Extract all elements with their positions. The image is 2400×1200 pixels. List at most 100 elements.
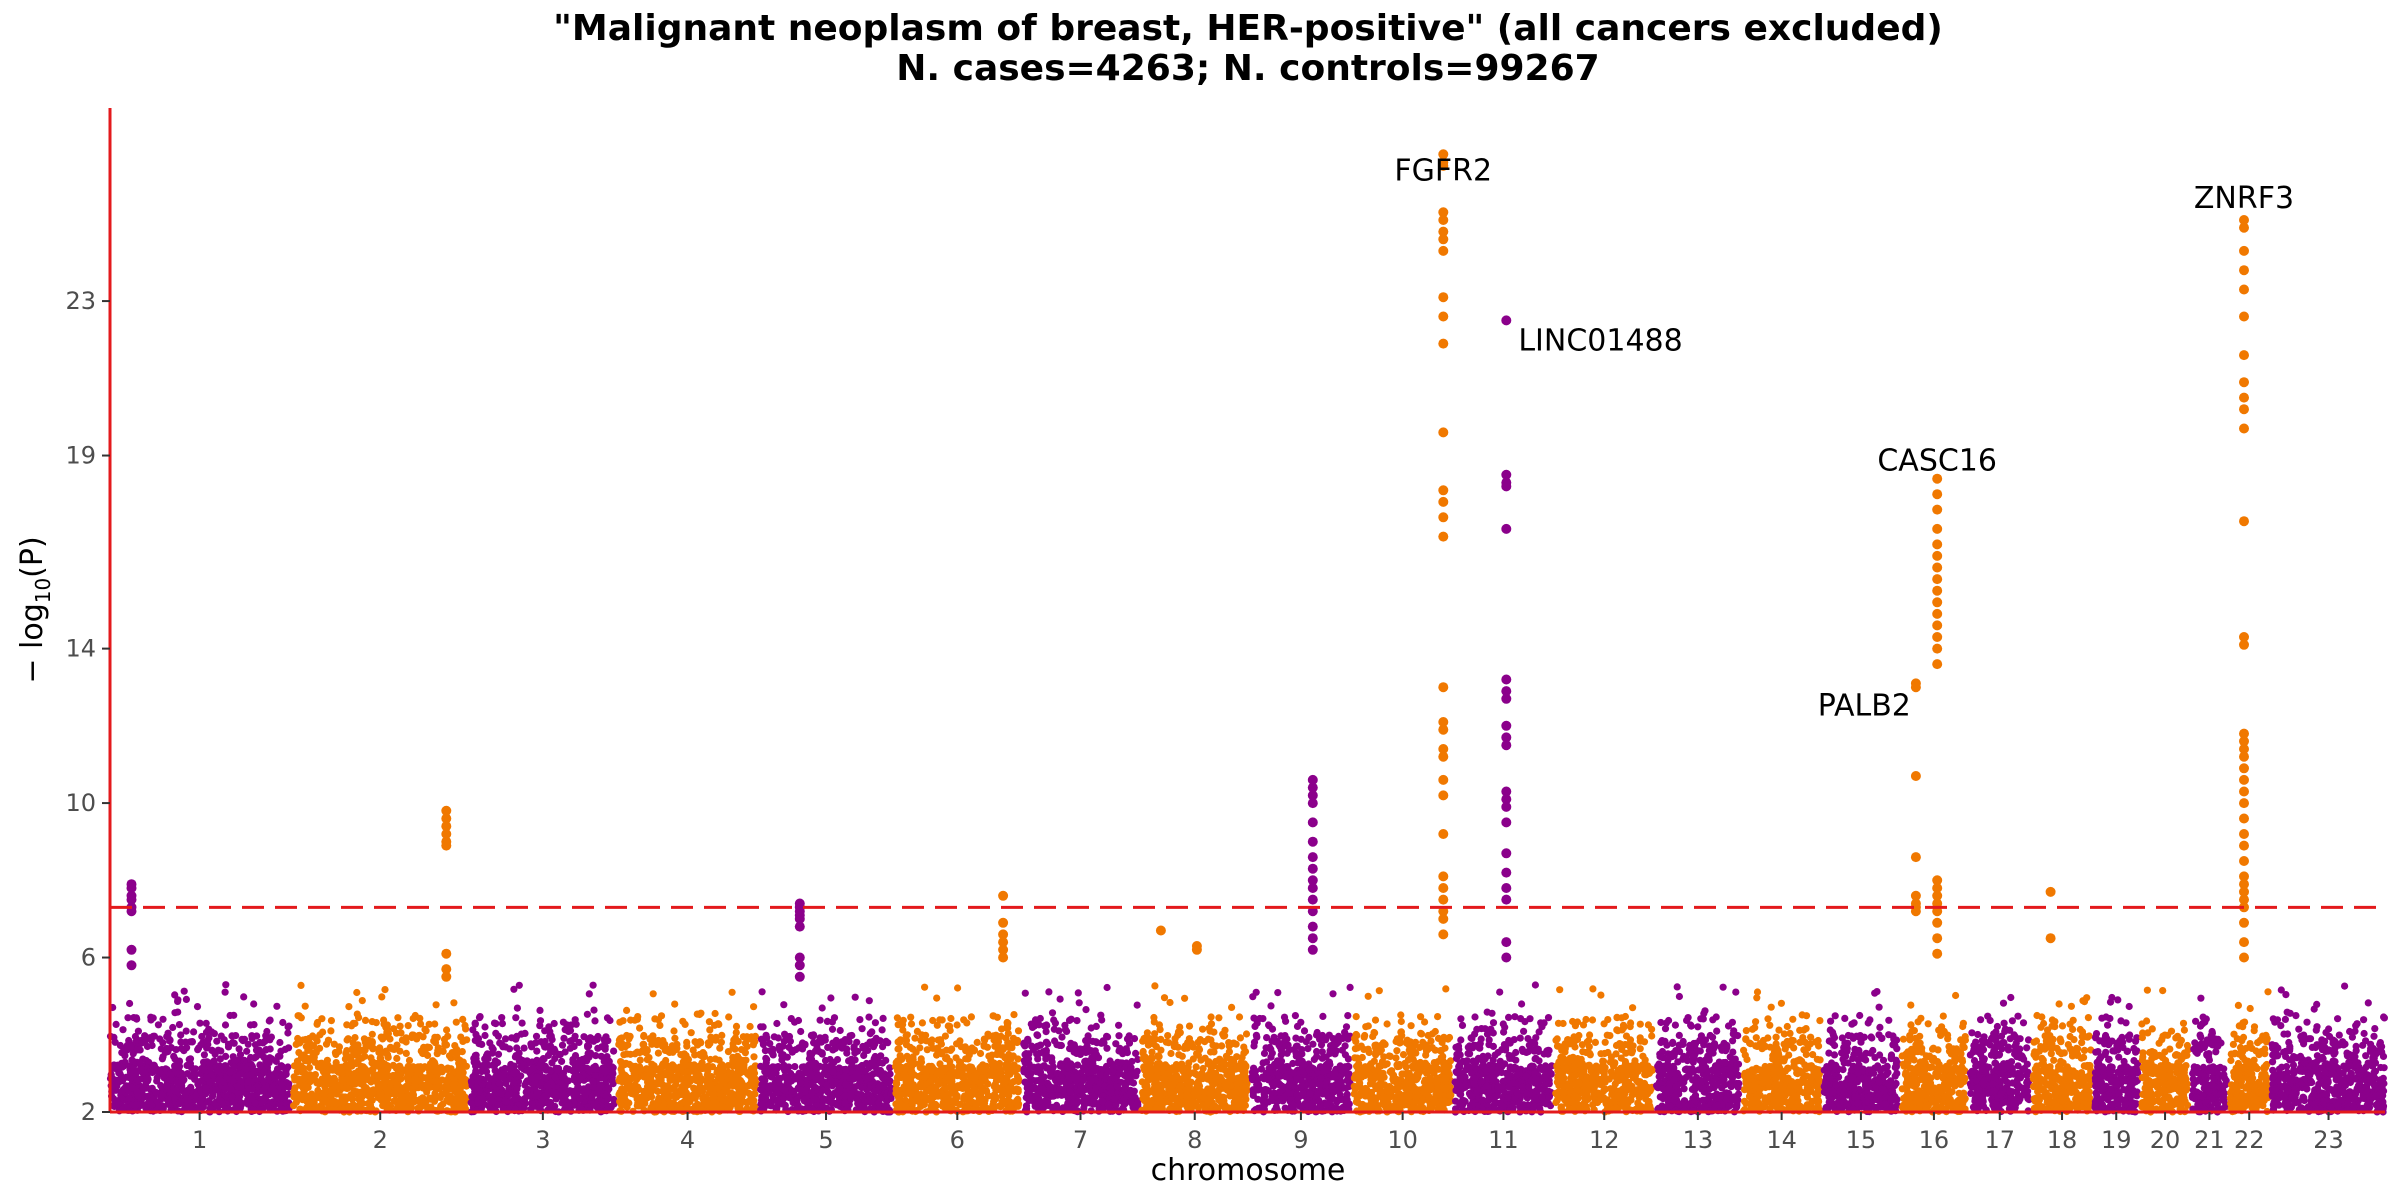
snp-point <box>770 1033 778 1041</box>
snp-point <box>206 1104 214 1112</box>
snp-point <box>297 981 305 990</box>
snp-point <box>934 1092 942 1100</box>
snp-point <box>751 1090 759 1098</box>
snp-point <box>143 1074 151 1082</box>
snp-point <box>990 1098 998 1106</box>
snp-point <box>174 996 182 1004</box>
snp-point <box>878 1026 886 1034</box>
snp-point <box>292 1098 300 1106</box>
snp-point <box>110 1033 118 1041</box>
snp-point <box>430 1037 438 1045</box>
snp-point <box>219 1078 227 1086</box>
snp-point <box>216 1097 224 1105</box>
snp-point <box>394 1063 402 1071</box>
snp-point <box>1106 1057 1114 1065</box>
snp-point <box>606 1016 614 1025</box>
snp-point <box>632 1076 641 1084</box>
snp-point <box>884 1039 892 1047</box>
snp-point <box>802 1068 811 1076</box>
snp-point <box>693 1063 701 1071</box>
snp-point <box>332 1059 340 1067</box>
snp-point <box>243 1047 251 1055</box>
snp-point <box>408 1065 416 1073</box>
snp-point <box>495 1079 503 1087</box>
snp-point <box>296 1039 304 1047</box>
snp-point <box>396 1047 404 1055</box>
snp-point <box>797 1027 805 1036</box>
snp-point <box>422 1027 430 1035</box>
snp-point <box>488 1097 496 1105</box>
snp-point <box>476 1013 484 1021</box>
snp-point <box>324 1036 333 1044</box>
snp-point <box>425 1065 433 1073</box>
snp-point <box>829 1039 837 1047</box>
snp-point <box>255 1046 263 1054</box>
snp-point <box>615 1090 623 1099</box>
snp-point <box>116 1069 124 1077</box>
snp-point <box>778 1051 786 1059</box>
snp-point <box>213 1037 221 1045</box>
snp-point <box>773 1089 781 1097</box>
snp-point <box>134 1027 142 1035</box>
snp-point <box>119 1026 127 1034</box>
snp-point <box>601 1043 609 1051</box>
snp-point <box>673 1040 681 1048</box>
snp-point <box>856 1016 864 1024</box>
snp-point <box>1020 1039 1028 1047</box>
snp-point <box>586 1034 595 1042</box>
snp-point <box>157 1095 165 1103</box>
snp-point <box>411 1077 419 1085</box>
snp-point <box>354 1104 362 1112</box>
snp-point <box>133 1046 142 1054</box>
snp-point <box>159 1039 167 1047</box>
snp-point <box>691 1051 699 1059</box>
snp-point <box>223 1093 231 1101</box>
snp-point <box>882 1056 890 1064</box>
snp-point <box>171 1094 179 1102</box>
snp-point <box>311 1058 319 1066</box>
snp-point <box>313 1037 321 1045</box>
snp-point <box>150 1061 158 1069</box>
snp-point <box>532 1032 541 1040</box>
snp-point <box>836 1026 844 1035</box>
chart-title-line-1: "Malignant neoplasm of breast, HER-posit… <box>553 8 1943 49</box>
snp-point <box>202 1084 210 1092</box>
snp-point <box>443 1026 451 1034</box>
snp-point <box>744 1098 752 1106</box>
snp-point <box>991 1080 999 1088</box>
snp-point <box>510 1095 519 1103</box>
snp-point <box>946 1026 954 1035</box>
snp-point <box>458 1048 466 1056</box>
snp-point <box>216 1055 224 1063</box>
snp-point <box>734 1104 742 1112</box>
snp-point <box>622 1085 630 1093</box>
snp-point <box>211 1050 219 1058</box>
snp-point <box>351 1019 359 1028</box>
snp-point <box>807 1051 816 1059</box>
snp-point <box>284 1029 292 1037</box>
snp-point <box>355 1014 363 1022</box>
snp-point <box>134 1077 142 1085</box>
snp-point <box>521 1081 529 1089</box>
snp-point <box>468 1078 476 1086</box>
snp-point <box>758 1075 766 1083</box>
snp-point <box>1115 1047 1123 1055</box>
snp-point <box>740 1061 748 1069</box>
snp-point <box>252 1053 260 1061</box>
snp-point <box>906 1043 915 1051</box>
snp-point <box>646 1035 654 1043</box>
snp-point <box>185 1055 193 1064</box>
snp-point <box>706 1074 714 1082</box>
snp-point <box>677 1064 686 1072</box>
snp-point <box>327 1092 335 1100</box>
snp-point <box>409 1014 417 1023</box>
snp-point <box>149 1032 157 1040</box>
snp-point <box>886 1077 894 1085</box>
snp-point <box>749 1041 758 1049</box>
snp-point <box>1082 1006 1090 1014</box>
snp-point <box>389 1045 397 1053</box>
snp-point <box>277 1047 285 1055</box>
snp-point <box>375 1059 383 1067</box>
snp-point <box>433 1050 441 1058</box>
snp-point <box>682 1073 690 1081</box>
